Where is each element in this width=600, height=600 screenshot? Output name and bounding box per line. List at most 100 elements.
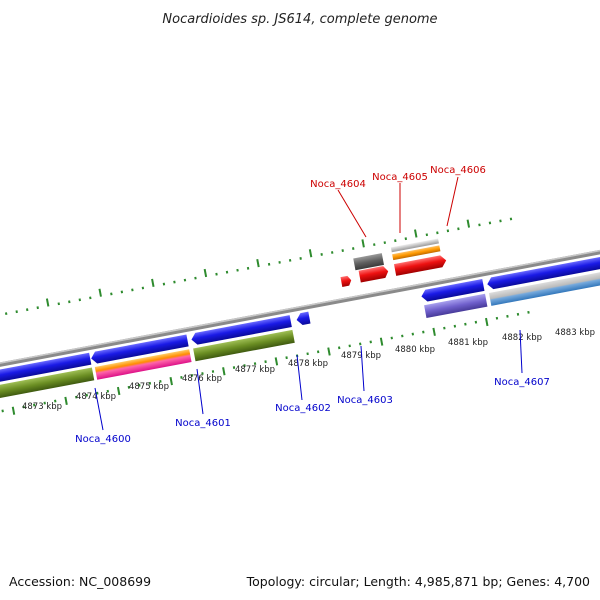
minor-tick bbox=[78, 298, 82, 302]
feature-noca-4606-top bbox=[390, 238, 439, 253]
major-tick bbox=[64, 396, 68, 405]
gene-noca-4605 bbox=[358, 266, 389, 283]
minor-tick bbox=[330, 251, 334, 254]
feature-noca-4601 bbox=[94, 349, 192, 380]
minor-tick bbox=[394, 239, 397, 243]
tick-row-outer bbox=[4, 217, 513, 316]
minor-tick bbox=[25, 308, 29, 312]
kbp-label: 4880 kbp bbox=[395, 345, 435, 355]
kbp-label: 4876 kbp bbox=[182, 374, 222, 384]
minor-tick bbox=[54, 399, 57, 403]
minor-tick bbox=[288, 258, 292, 262]
feature-noca-4600 bbox=[0, 367, 95, 400]
gene-noca-4601 bbox=[91, 334, 189, 364]
kbp-labels: 4873 kbp 4874 kbp 4875 kbp 4876 kbp 4877… bbox=[22, 328, 595, 412]
minor-tick bbox=[516, 312, 520, 316]
minor-tick bbox=[436, 231, 439, 235]
genome-summary-text: Topology: circular; Length: 4,985,871 bp… bbox=[246, 574, 590, 589]
minor-tick bbox=[509, 217, 513, 221]
kbp-label: 4878 kbp bbox=[288, 359, 328, 369]
minor-tick bbox=[341, 249, 344, 252]
minor-tick bbox=[488, 221, 492, 225]
minor-tick bbox=[285, 356, 288, 360]
minor-tick bbox=[369, 340, 372, 344]
feature-noca-4605 bbox=[353, 253, 384, 271]
minor-tick bbox=[253, 362, 257, 366]
feature-reverse-right bbox=[488, 250, 600, 306]
kbp-label: 4875 kbp bbox=[129, 382, 169, 392]
major-tick bbox=[414, 229, 418, 238]
major-tick bbox=[222, 367, 226, 376]
gene-noca-4607 bbox=[421, 279, 485, 302]
minor-tick bbox=[243, 364, 246, 368]
tick-row-inner bbox=[1, 310, 530, 415]
minor-tick bbox=[141, 286, 145, 290]
minor-tick bbox=[85, 393, 89, 397]
major-tick bbox=[11, 406, 16, 415]
gene-noca-4600 bbox=[0, 352, 92, 383]
major-tick bbox=[45, 298, 50, 307]
feature-noca-4606-bottom bbox=[392, 245, 441, 261]
minor-tick bbox=[411, 332, 415, 336]
minor-tick bbox=[159, 379, 162, 383]
major-tick bbox=[256, 258, 260, 268]
minor-tick bbox=[201, 372, 204, 375]
minor-tick bbox=[359, 342, 362, 346]
minor-tick bbox=[495, 316, 499, 320]
minor-tick bbox=[401, 334, 404, 338]
minor-tick bbox=[267, 262, 271, 266]
gene-label-noca-4601: Noca_4601 bbox=[175, 418, 231, 429]
major-tick bbox=[485, 317, 489, 327]
minor-tick bbox=[148, 381, 152, 385]
major-tick bbox=[466, 219, 471, 228]
gene-label-noca-4606: Noca_4606 bbox=[430, 165, 486, 176]
gene-label-noca-4604: Noca_4604 bbox=[310, 179, 366, 190]
minor-tick bbox=[89, 296, 92, 300]
minor-tick bbox=[68, 300, 71, 304]
minor-tick bbox=[36, 306, 39, 310]
minor-tick bbox=[299, 257, 302, 260]
minor-tick bbox=[320, 253, 323, 256]
gene-label-noca-4603: Noca_4603 bbox=[337, 395, 393, 406]
minor-tick bbox=[173, 280, 176, 284]
minor-tick bbox=[499, 219, 502, 223]
gene-noca-4604 bbox=[340, 275, 352, 287]
major-tick bbox=[361, 239, 365, 248]
major-tick bbox=[327, 347, 331, 356]
feature-noca-4602 bbox=[193, 329, 295, 362]
minor-tick bbox=[225, 270, 229, 274]
minor-tick bbox=[183, 278, 187, 282]
minor-tick bbox=[138, 383, 141, 387]
feature-noca-4607 bbox=[424, 293, 488, 318]
minor-tick bbox=[75, 395, 78, 399]
kbp-label: 4874 kbp bbox=[76, 392, 116, 402]
gene-label-noca-4605: Noca_4605 bbox=[372, 172, 428, 183]
minor-tick bbox=[527, 310, 530, 314]
minor-tick bbox=[348, 344, 351, 348]
minor-tick bbox=[127, 385, 131, 389]
gene-label-noca-4600: Noca_4600 bbox=[75, 434, 131, 445]
minor-tick bbox=[246, 266, 250, 270]
minor-tick bbox=[15, 310, 18, 314]
minor-tick bbox=[215, 272, 218, 276]
minor-tick bbox=[162, 282, 166, 286]
minor-tick bbox=[278, 260, 281, 264]
major-tick bbox=[432, 327, 436, 336]
minor-tick bbox=[337, 346, 341, 350]
major-tick bbox=[379, 337, 384, 346]
minor-tick bbox=[443, 326, 446, 330]
gene-leader-lines bbox=[94, 176, 523, 431]
minor-tick bbox=[474, 320, 478, 324]
gene-noca-4606 bbox=[393, 255, 447, 276]
minor-tick bbox=[211, 370, 215, 373]
major-tick bbox=[169, 377, 173, 386]
kbp-label: 4877 kbp bbox=[235, 365, 275, 375]
minor-tick bbox=[190, 374, 194, 377]
minor-tick bbox=[120, 290, 124, 294]
gene-noca-4603 bbox=[296, 311, 311, 325]
kbp-label: 4873 kbp bbox=[22, 402, 62, 412]
kbp-label: 4882 kbp bbox=[502, 333, 542, 343]
minor-tick bbox=[264, 360, 267, 364]
kbp-label: 4879 kbp bbox=[341, 351, 381, 361]
